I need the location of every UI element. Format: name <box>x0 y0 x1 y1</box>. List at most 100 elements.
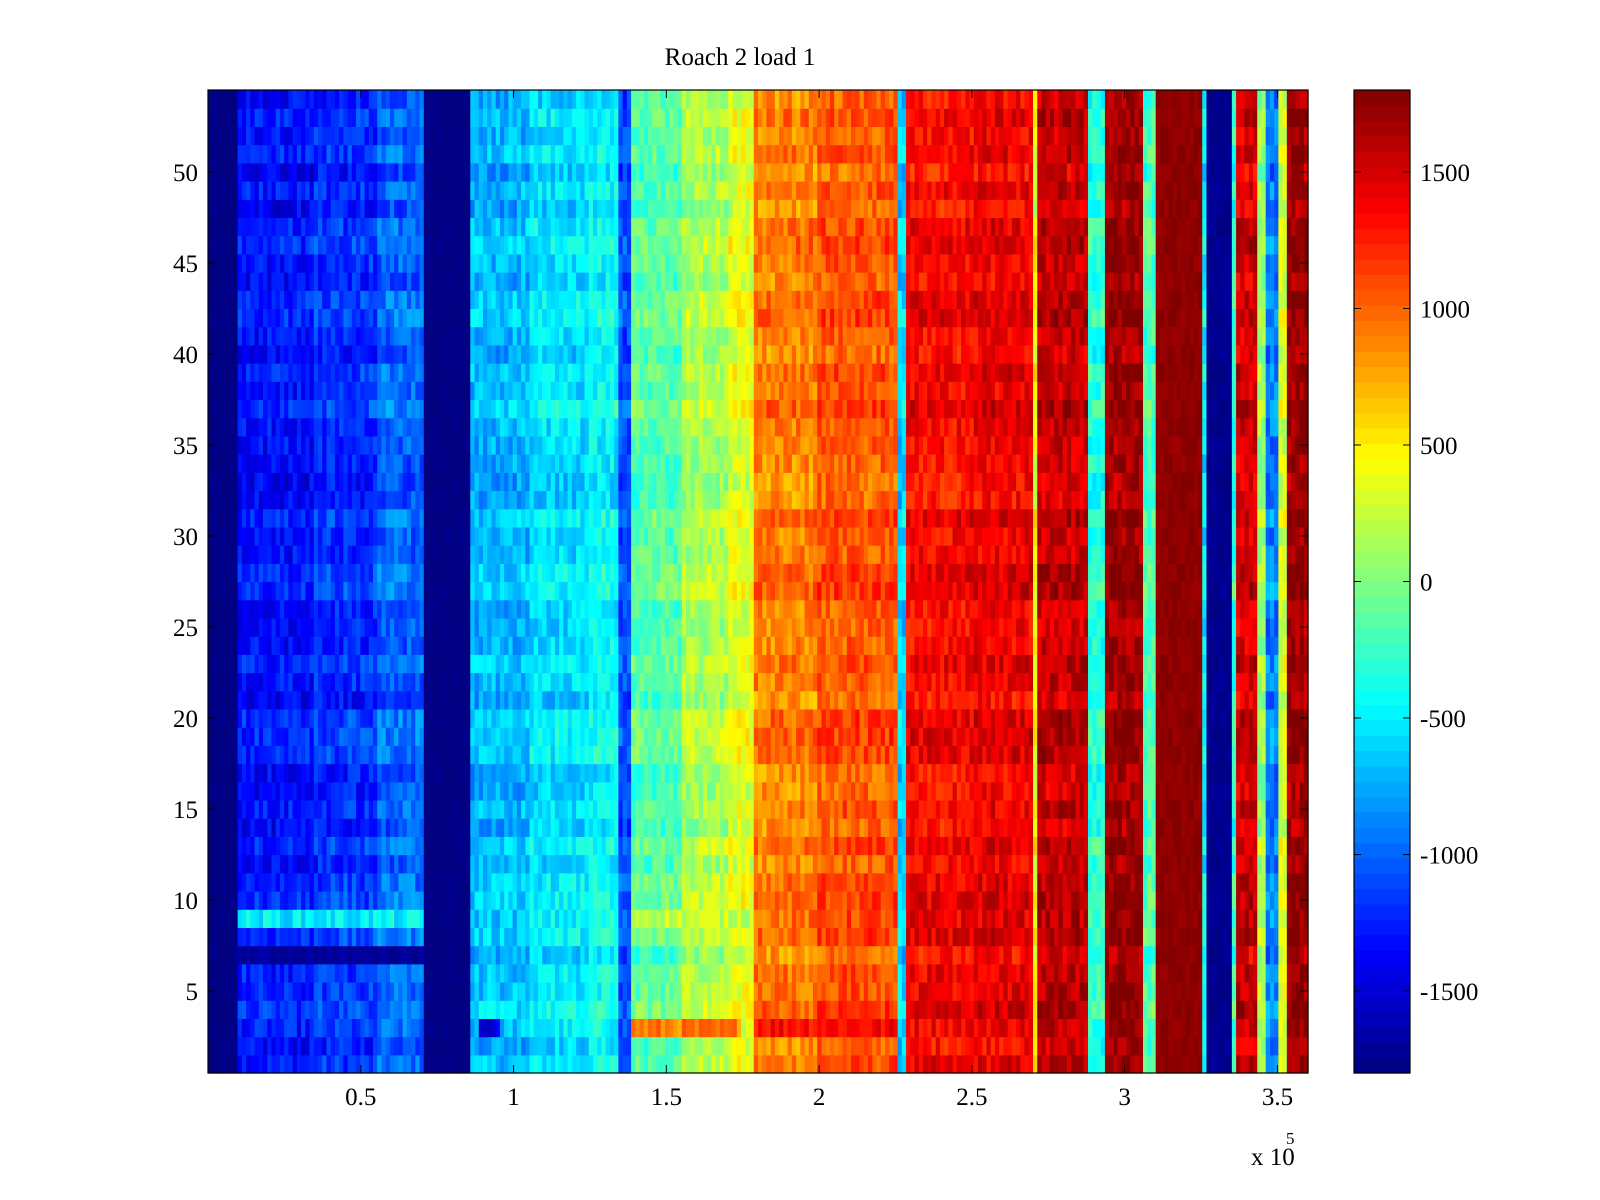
heatmap-cell <box>457 854 463 874</box>
heatmap-cell <box>622 981 628 1001</box>
heatmap-cell <box>677 872 683 892</box>
heatmap-cell <box>884 963 890 983</box>
heatmap-cell <box>318 872 323 892</box>
heatmap-cell <box>813 1036 818 1056</box>
heatmap-cell <box>415 854 421 874</box>
heatmap-cell <box>394 1000 399 1019</box>
heatmap-cell <box>296 1054 302 1074</box>
heatmap-cell <box>800 799 806 819</box>
heatmap-cell <box>432 1054 438 1074</box>
heatmap-cell <box>419 745 425 765</box>
heatmap-cell <box>1104 745 1110 765</box>
heatmap-cell <box>1147 799 1153 819</box>
heatmap-cell <box>478 981 484 1001</box>
heatmap-cell <box>356 727 361 746</box>
heatmap-cell <box>571 909 577 928</box>
heatmap-cell <box>804 799 810 819</box>
heatmap-cell <box>1121 981 1127 1001</box>
heatmap-cell <box>576 872 581 892</box>
heatmap-cell <box>1202 763 1208 783</box>
heatmap-cell <box>1202 799 1208 819</box>
heatmap-cell <box>423 945 429 965</box>
heatmap-cell <box>1189 763 1195 783</box>
heatmap-cell <box>432 854 438 874</box>
heatmap-cell <box>686 927 691 947</box>
heatmap-cell <box>499 854 505 874</box>
heatmap-cell <box>817 927 823 947</box>
heatmap-cell <box>978 927 983 947</box>
heatmap-cell <box>990 1054 996 1074</box>
heatmap-cell <box>673 1054 679 1074</box>
heatmap-cell <box>779 1036 784 1056</box>
heatmap-cell <box>440 963 446 983</box>
heatmap-cell <box>783 763 789 783</box>
heatmap-cell <box>918 781 924 801</box>
heatmap-cell <box>669 1018 674 1038</box>
heatmap-cell <box>1185 781 1191 801</box>
heatmap-cell <box>1291 745 1296 765</box>
heatmap-cell <box>884 781 890 801</box>
heatmap-cell <box>1278 818 1284 837</box>
heatmap-cell <box>453 1018 459 1038</box>
heatmap-cell <box>796 818 801 837</box>
heatmap-cell <box>423 799 429 819</box>
heatmap-cell <box>533 909 539 928</box>
heatmap-cell <box>368 1000 374 1019</box>
heatmap-cell <box>851 945 856 965</box>
heatmap-cell <box>1257 799 1263 819</box>
heatmap-cell <box>1248 927 1254 947</box>
heatmap-cell <box>880 836 886 856</box>
heatmap-cell <box>398 890 404 910</box>
heatmap-cell <box>1138 872 1144 892</box>
heatmap-cell <box>533 1054 539 1074</box>
heatmap-cell <box>762 1054 768 1074</box>
heatmap-cell <box>406 708 412 728</box>
heatmap-cell <box>868 1036 873 1056</box>
heatmap-cell <box>741 745 746 765</box>
heatmap-cell <box>512 818 518 837</box>
heatmap-cell <box>906 1054 911 1074</box>
heatmap-cell <box>263 963 268 983</box>
heatmap-cell <box>999 1018 1004 1038</box>
heatmap-cell <box>466 1036 471 1056</box>
heatmap-cell <box>1088 927 1093 947</box>
heatmap-cell <box>804 872 810 892</box>
heatmap-cell <box>229 781 234 801</box>
heatmap-cell <box>1041 818 1047 837</box>
heatmap-cell <box>1104 854 1110 874</box>
heatmap-cell <box>838 872 844 892</box>
heatmap-cell <box>698 890 704 910</box>
heatmap-cell <box>1295 763 1301 783</box>
heatmap-cell <box>749 836 755 856</box>
heatmap-cell <box>648 963 653 983</box>
heatmap-cell <box>1261 1000 1267 1019</box>
heatmap-cell <box>347 963 353 983</box>
heatmap-cell <box>1265 909 1271 928</box>
heatmap-cell <box>1248 854 1254 874</box>
heatmap-cell <box>749 818 755 837</box>
heatmap-cell <box>1168 727 1174 746</box>
heatmap-cell <box>813 1000 818 1019</box>
heatmap-cell <box>834 763 839 783</box>
heatmap-cell <box>457 818 463 837</box>
heatmap-cell <box>516 981 522 1001</box>
heatmap-cell <box>538 945 543 965</box>
heatmap-cell <box>1269 854 1275 874</box>
heatmap-cell <box>525 854 531 874</box>
heatmap-cell <box>1269 945 1275 965</box>
heatmap-cell <box>559 1054 564 1074</box>
heatmap-cell <box>796 872 801 892</box>
heatmap-cell <box>1185 1036 1191 1056</box>
heatmap-cell <box>910 745 916 765</box>
heatmap-cell <box>1130 763 1136 783</box>
heatmap-cell <box>884 818 890 837</box>
heatmap-cell <box>487 745 493 765</box>
heatmap-cell <box>504 909 509 928</box>
heatmap-cell <box>660 763 666 783</box>
heatmap-cell <box>897 890 903 910</box>
heatmap-cell <box>787 890 793 910</box>
heatmap-cell <box>423 763 429 783</box>
heatmap-cell <box>449 781 454 801</box>
heatmap-cell <box>664 1000 670 1019</box>
heatmap-cell <box>1151 781 1157 801</box>
